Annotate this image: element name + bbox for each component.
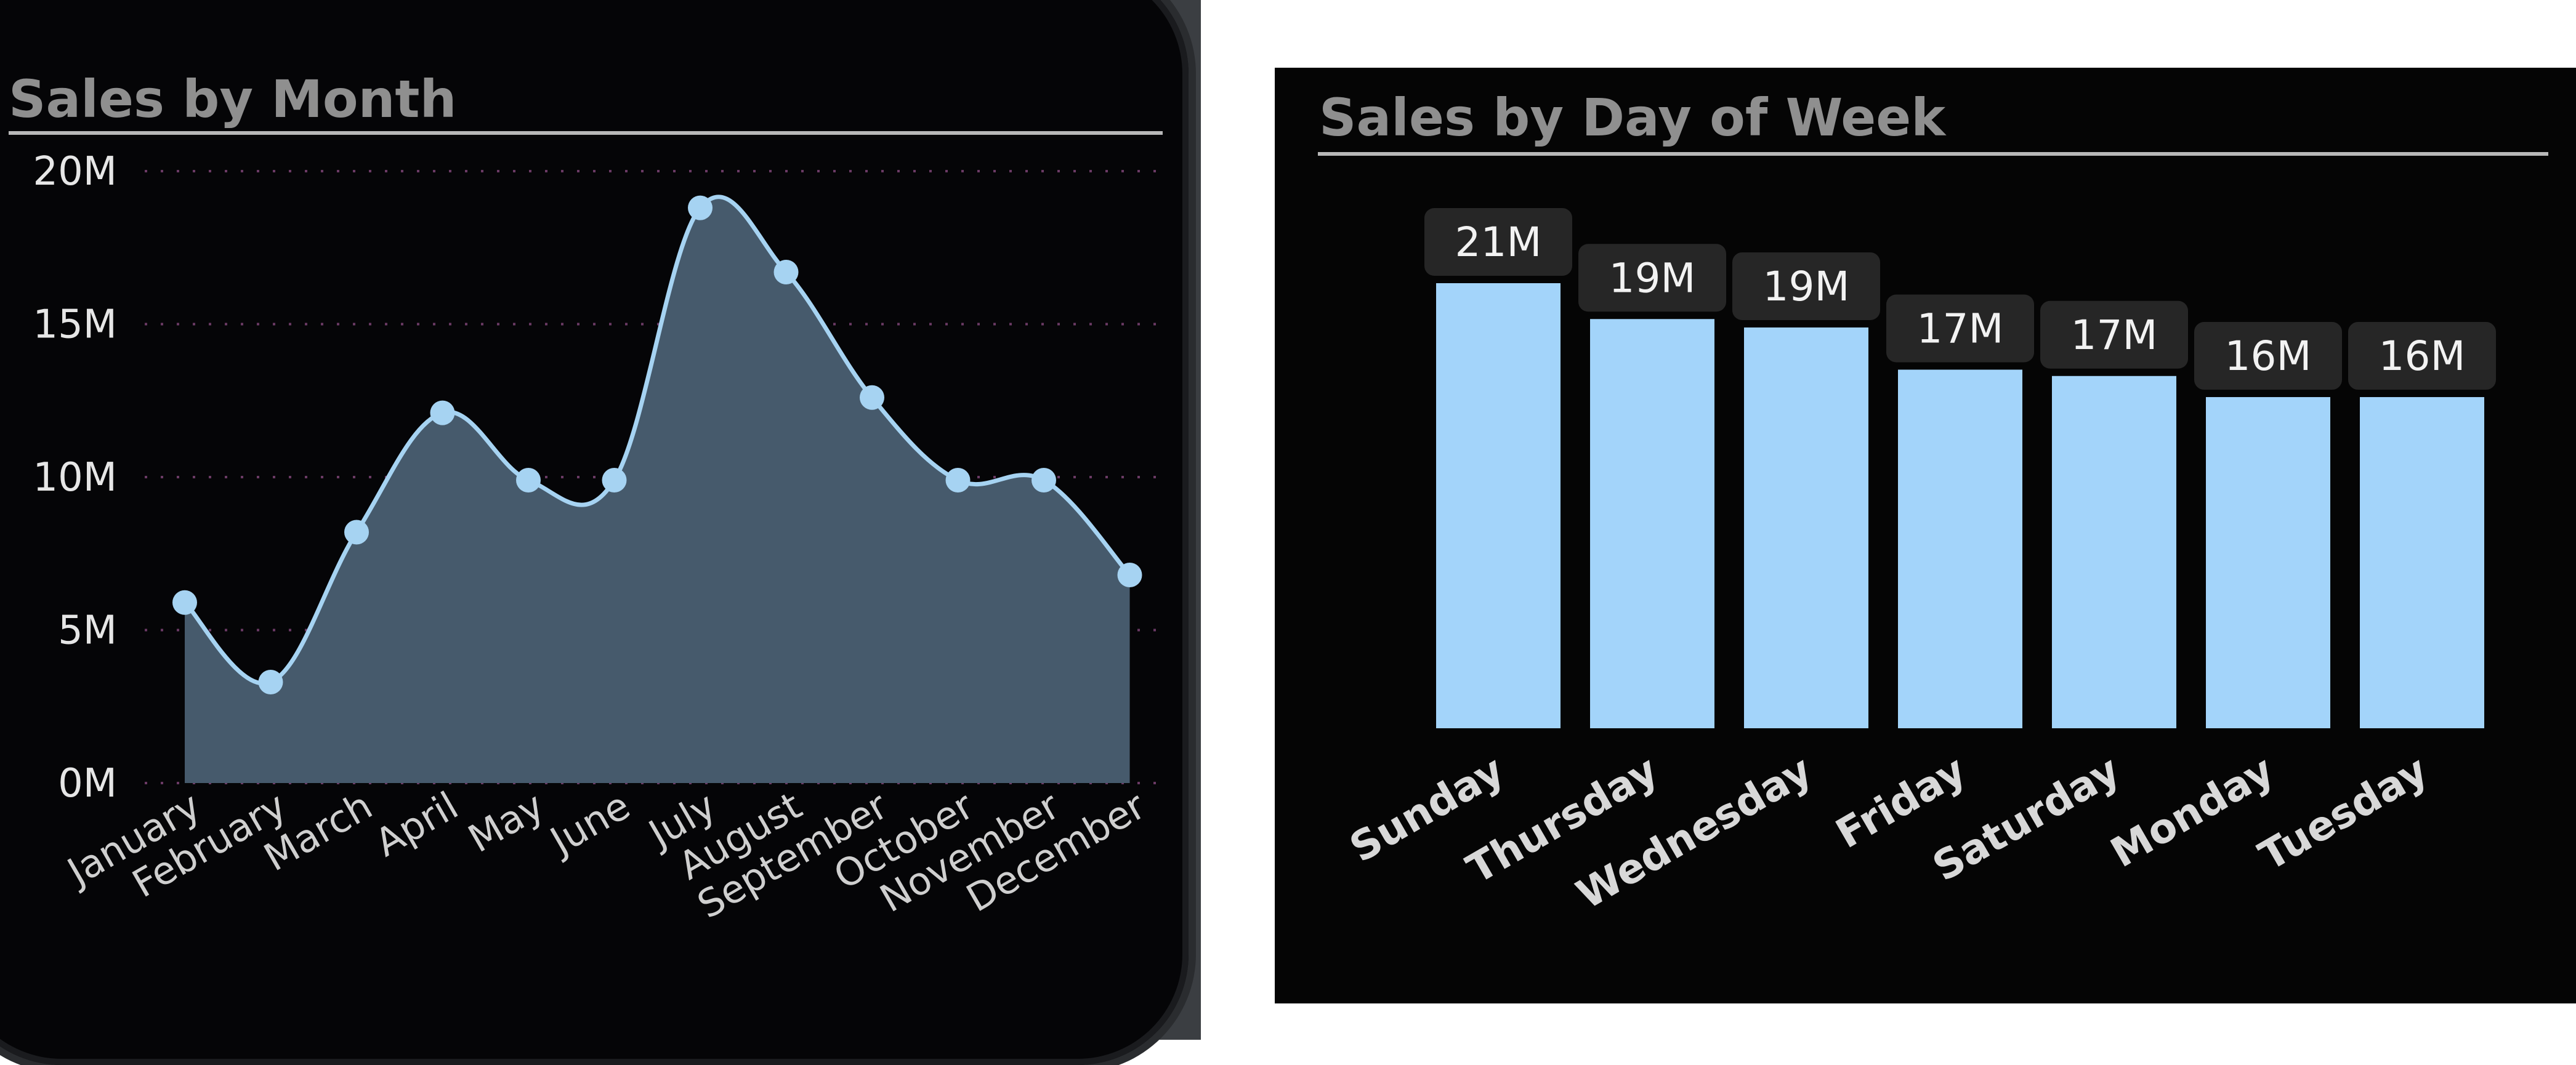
data-label-box bbox=[1886, 294, 2034, 363]
area-fill bbox=[185, 196, 1130, 784]
data-point bbox=[773, 260, 799, 285]
data-label-box bbox=[2348, 322, 2496, 390]
data-point bbox=[1032, 467, 1056, 492]
data-label: 21M bbox=[1455, 219, 1542, 266]
y-tick-label: 10M bbox=[33, 455, 117, 500]
x-tick-label: Tuesday bbox=[2251, 746, 2436, 880]
y-tick-label: 5M bbox=[58, 608, 117, 654]
bar bbox=[1744, 327, 1868, 728]
chart-title: Sales by Month bbox=[9, 69, 456, 129]
bar bbox=[1590, 319, 1714, 728]
data-point bbox=[430, 400, 455, 425]
y-axis-ticks: 0M 5M 10M 15M 20M bbox=[33, 149, 117, 806]
bars bbox=[1436, 283, 2484, 728]
data-label-box bbox=[2040, 300, 2188, 369]
data-label: 19M bbox=[1609, 254, 1696, 302]
bar bbox=[1898, 369, 2022, 728]
bar bbox=[2206, 397, 2330, 728]
chart-title: Sales by Day of Week bbox=[1319, 87, 1947, 148]
data-point bbox=[688, 195, 713, 220]
y-tick-label: 15M bbox=[33, 302, 117, 348]
data-point bbox=[602, 467, 627, 492]
data-label-box bbox=[1732, 252, 1880, 320]
data-point bbox=[945, 467, 971, 492]
data-label: 17M bbox=[2071, 311, 2158, 359]
data-point bbox=[860, 385, 884, 410]
data-label: 16M bbox=[2379, 332, 2466, 380]
y-tick-label: 20M bbox=[33, 149, 117, 195]
bar bbox=[2052, 376, 2176, 728]
data-label: 19M bbox=[1763, 263, 1850, 310]
bar bbox=[2360, 397, 2484, 728]
data-point bbox=[172, 590, 197, 615]
data-point bbox=[258, 669, 283, 694]
data-labels: 21M 19M 19M 17M 17M 16M 16M bbox=[1424, 208, 2496, 390]
data-point bbox=[1117, 563, 1142, 588]
data-label-box bbox=[1578, 244, 1726, 312]
sales-by-day-chart: Sales by Day of Week 21M 19M 19M 17M 17M 16M 1… bbox=[1318, 87, 2548, 918]
data-label-box bbox=[1424, 208, 1572, 276]
data-point bbox=[344, 520, 369, 545]
data-label: 17M bbox=[1917, 305, 2004, 352]
data-label: 16M bbox=[2225, 332, 2312, 380]
y-tick-label: 0M bbox=[58, 761, 117, 806]
data-label-box bbox=[2194, 322, 2342, 390]
bar bbox=[1436, 283, 1561, 728]
data-points bbox=[172, 195, 1142, 694]
x-tick-label: Monday bbox=[2103, 746, 2282, 877]
data-point bbox=[516, 467, 541, 492]
